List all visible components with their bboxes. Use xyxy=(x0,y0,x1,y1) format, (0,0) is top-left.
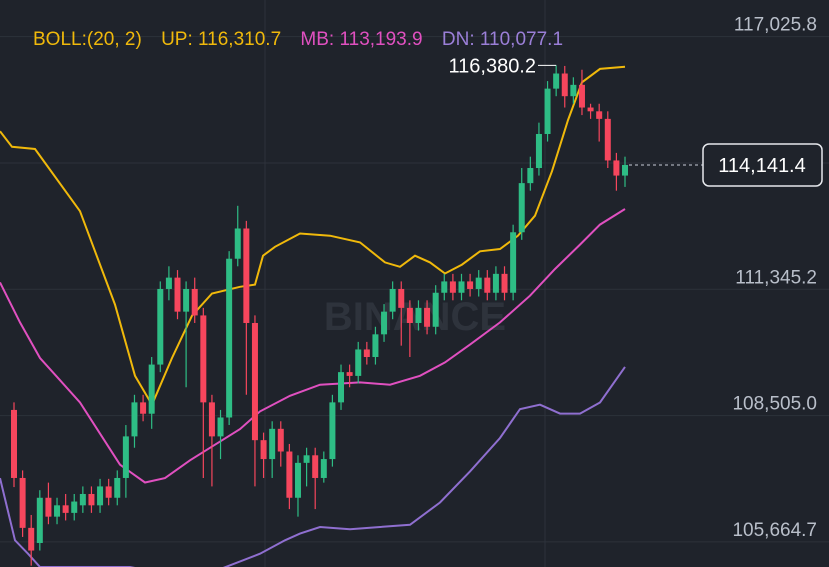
candle-body xyxy=(243,228,250,323)
current-price-box xyxy=(702,143,823,187)
price-axis: 117,025.8114,185.5111,345.2108,505.0105,… xyxy=(732,15,817,541)
candle-body xyxy=(441,281,448,293)
candle-body xyxy=(226,258,233,418)
candle-body xyxy=(45,497,52,517)
candle-body xyxy=(535,133,542,169)
candle-body xyxy=(578,84,585,108)
boll-name: BOLL:(20, 2) xyxy=(33,29,142,50)
max-price-marker: 116,380.2 xyxy=(449,55,557,77)
candles xyxy=(11,65,628,566)
candle-body xyxy=(338,372,345,403)
candle-body xyxy=(312,455,319,478)
candle-body xyxy=(36,497,43,543)
candle-body xyxy=(140,402,147,414)
candle-body xyxy=(622,164,628,176)
candle-body xyxy=(11,409,17,478)
price-axis-label: 111,345.2 xyxy=(735,267,817,288)
candle-body xyxy=(114,477,121,498)
candle-body xyxy=(587,107,594,112)
price-axis-label: 117,025.8 xyxy=(734,15,817,36)
candle-body xyxy=(157,288,164,365)
candle-body xyxy=(71,501,78,513)
bollinger-bands xyxy=(0,65,626,567)
candle-body xyxy=(510,232,517,293)
candle-body xyxy=(200,315,207,403)
candle-body xyxy=(561,73,568,97)
candle-body xyxy=(269,428,276,460)
candle-body xyxy=(492,273,499,293)
candle-body xyxy=(381,311,388,335)
candle-body xyxy=(613,160,620,176)
candle-body xyxy=(398,288,405,308)
boll-mb: MB: 113,193.9 xyxy=(300,29,423,50)
price-axis-label: 108,505.0 xyxy=(732,394,817,415)
candle-body xyxy=(183,288,190,312)
candle-body xyxy=(320,459,327,478)
candle-body xyxy=(303,455,310,463)
price-axis-label: 105,664.7 xyxy=(732,520,817,541)
candle-body xyxy=(596,111,603,119)
candle-body xyxy=(449,281,456,293)
current-price-marker: 114,141.4 xyxy=(629,143,823,187)
candle-body xyxy=(458,281,465,293)
candle-body xyxy=(191,288,198,316)
candle-body xyxy=(424,307,431,327)
candle-body xyxy=(251,322,258,441)
candle-body xyxy=(122,436,129,478)
candle-body xyxy=(97,486,104,506)
candle-body xyxy=(260,440,267,460)
candle-body xyxy=(475,277,482,289)
candle-body xyxy=(372,334,379,358)
candle-body xyxy=(88,493,95,506)
boll-legend: BOLL:(20, 2) UP: 116,310.7 MB: 113,193.9… xyxy=(33,29,577,51)
boll-up: UP: 116,310.7 xyxy=(161,29,282,50)
candle-body xyxy=(28,527,35,551)
candle-body xyxy=(131,402,138,437)
upper-band-line xyxy=(0,65,626,407)
candle-body xyxy=(553,73,560,89)
candle-body xyxy=(604,118,611,161)
candle-body xyxy=(165,277,172,289)
candle-body xyxy=(329,402,336,460)
candle-body xyxy=(208,402,215,437)
candle-body xyxy=(346,372,353,376)
candle-body xyxy=(277,428,284,452)
candle-body xyxy=(363,349,370,358)
current-price-label: 114,141.4 xyxy=(718,155,806,177)
candle-body xyxy=(544,88,551,134)
candle-body xyxy=(19,477,26,528)
candle-body xyxy=(501,273,508,293)
candle-body xyxy=(355,349,362,376)
candle-body xyxy=(105,486,112,498)
boll-dn: DN: 110,077.1 xyxy=(441,29,564,50)
candle-body xyxy=(432,292,439,327)
candle-body xyxy=(62,505,69,513)
candle-body xyxy=(570,84,577,97)
candle-body xyxy=(234,228,241,259)
max-price-label: 116,380.2 xyxy=(449,55,537,77)
candle-body xyxy=(484,277,491,293)
candle-body xyxy=(389,288,396,312)
candle-body xyxy=(174,277,181,312)
candle-body xyxy=(518,183,525,233)
candle-body xyxy=(79,493,86,506)
watermark-text: BINANCE xyxy=(324,295,506,339)
middle-band-line xyxy=(0,208,626,484)
candle-body xyxy=(415,307,422,323)
candle-body xyxy=(217,417,224,437)
lower-band-line xyxy=(0,366,626,567)
candle-body xyxy=(527,168,534,184)
candle-body xyxy=(148,364,155,414)
candle-body xyxy=(286,451,293,498)
candle-body xyxy=(467,281,474,289)
candle-body xyxy=(406,307,413,323)
candle-body xyxy=(294,462,301,498)
candle-body xyxy=(54,505,61,517)
